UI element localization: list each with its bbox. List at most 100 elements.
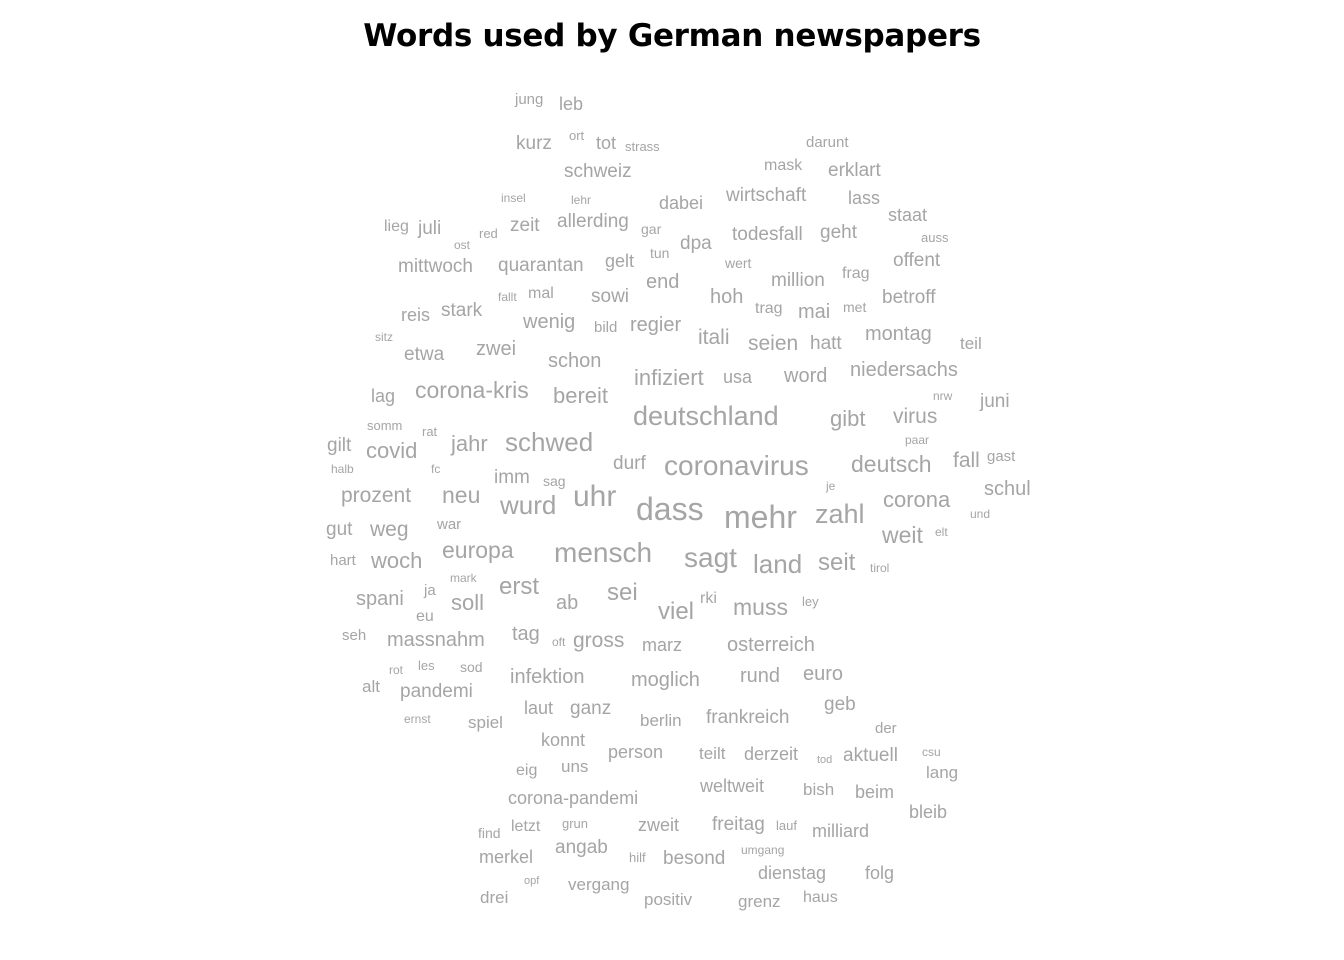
word-staat: staat xyxy=(888,205,928,226)
word-corona-kris: corona-kris xyxy=(415,377,529,404)
word-juni: juni xyxy=(980,391,1010,413)
word-dabei: dabei xyxy=(659,193,704,214)
word-ab: ab xyxy=(556,591,579,614)
word-dass: dass xyxy=(636,490,704,527)
word-schweiz: schweiz xyxy=(564,161,632,183)
word-je: je xyxy=(826,479,836,494)
word-aktuell: aktuell xyxy=(843,745,898,767)
word-angab: angab xyxy=(555,837,608,859)
word-tirol: tirol xyxy=(870,561,890,576)
word-europa: europa xyxy=(442,537,514,564)
word-dienstag: dienstag xyxy=(758,863,827,884)
word-offent: offent xyxy=(893,250,941,272)
word-frag: frag xyxy=(842,264,870,282)
word-seit: seit xyxy=(818,549,856,577)
word-fall: fall xyxy=(953,448,980,472)
word-erklart: erklart xyxy=(828,160,881,182)
word-hatt: hatt xyxy=(810,333,842,355)
word-weg: weg xyxy=(370,517,409,541)
word-fallt: fallt xyxy=(498,290,517,305)
word-lieg: lieg xyxy=(384,217,409,235)
word-deutschland: deutschland xyxy=(633,400,779,431)
word-mehr: mehr xyxy=(724,498,797,535)
word-muss: muss xyxy=(733,594,788,621)
word-folg: folg xyxy=(865,863,895,884)
word-uns: uns xyxy=(561,757,589,777)
page-title: Words used by German newspapers xyxy=(363,18,981,54)
word-wurd: wurd xyxy=(500,489,557,520)
word-insel: insel xyxy=(501,191,526,206)
word-mensch: mensch xyxy=(554,537,653,569)
word-umgang: umgang xyxy=(741,843,785,858)
word-trag: trag xyxy=(755,299,783,317)
word-ost: ost xyxy=(454,238,471,253)
word-der: der xyxy=(875,719,897,737)
word-soll: soll xyxy=(451,589,485,615)
word-rot: rot xyxy=(389,663,404,678)
word-sowi: sowi xyxy=(591,286,630,308)
word-betroff: betroff xyxy=(882,287,936,309)
word-fc: fc xyxy=(431,462,441,477)
word-lass: lass xyxy=(848,188,881,209)
word-alt: alt xyxy=(362,677,380,697)
word-gilt: gilt xyxy=(327,435,352,457)
word-positiv: positiv xyxy=(644,890,693,910)
word-rund: rund xyxy=(740,664,781,687)
word-somm: somm xyxy=(367,418,403,434)
word-sagt: sagt xyxy=(684,542,737,574)
word-ley: ley xyxy=(802,594,819,610)
word-spani: spani xyxy=(356,587,404,610)
word-drei: drei xyxy=(480,888,509,908)
word-tag: tag xyxy=(512,622,540,645)
word-les: les xyxy=(418,658,435,674)
word-sod: sod xyxy=(460,658,483,675)
word-mal: mal xyxy=(528,284,554,302)
word-mask: mask xyxy=(764,156,803,174)
word-konnt: konnt xyxy=(541,730,586,751)
word-vergang: vergang xyxy=(568,875,630,895)
word-pandemi: pandemi xyxy=(400,681,473,703)
word-eu: eu xyxy=(416,607,434,625)
word-frankreich: frankreich xyxy=(706,707,790,729)
word-schul: schul xyxy=(984,477,1031,500)
word-leb: leb xyxy=(559,94,584,115)
word-hart: hart xyxy=(330,551,356,569)
word-und: und xyxy=(970,507,991,522)
word-rki: rki xyxy=(700,589,717,607)
word-prozent: prozent xyxy=(341,483,412,507)
word-lehr: lehr xyxy=(571,193,592,208)
word-virus: virus xyxy=(893,404,938,428)
word-mai: mai xyxy=(798,300,831,323)
word-jahr: jahr xyxy=(451,430,488,456)
word-eig: eig xyxy=(516,761,538,779)
word-todesfall: todesfall xyxy=(732,224,803,246)
word-osterreich: osterreich xyxy=(727,633,815,656)
word-laut: laut xyxy=(524,698,554,719)
word-haus: haus xyxy=(803,888,838,906)
word-mittwoch: mittwoch xyxy=(398,256,473,278)
word-marz: marz xyxy=(642,635,682,656)
word-seien: seien xyxy=(748,331,799,355)
word-red: red xyxy=(479,226,498,242)
word-coronavirus: coronavirus xyxy=(664,450,809,482)
word-tun: tun xyxy=(650,244,670,261)
word-sag: sag xyxy=(543,472,566,489)
word-gar: gar xyxy=(641,220,662,237)
word-derzeit: derzeit xyxy=(744,744,799,765)
word-freitag: freitag xyxy=(712,814,765,836)
word-erst: erst xyxy=(499,573,540,601)
word-bish: bish xyxy=(803,780,835,800)
word-ernst: ernst xyxy=(404,712,431,727)
word-deutsch: deutsch xyxy=(851,451,932,478)
word-ort: ort xyxy=(569,128,585,144)
word-infektion: infektion xyxy=(510,665,585,688)
word-million: million xyxy=(771,270,825,292)
word-word: word xyxy=(784,364,828,387)
word-geb: geb xyxy=(824,694,856,716)
word-viel: viel xyxy=(658,598,695,626)
word-lang: lang xyxy=(926,763,959,783)
word-paar: paar xyxy=(905,433,930,448)
word-covid: covid xyxy=(366,437,418,463)
word-etwa: etwa xyxy=(404,344,445,366)
word-usa: usa xyxy=(723,367,753,388)
